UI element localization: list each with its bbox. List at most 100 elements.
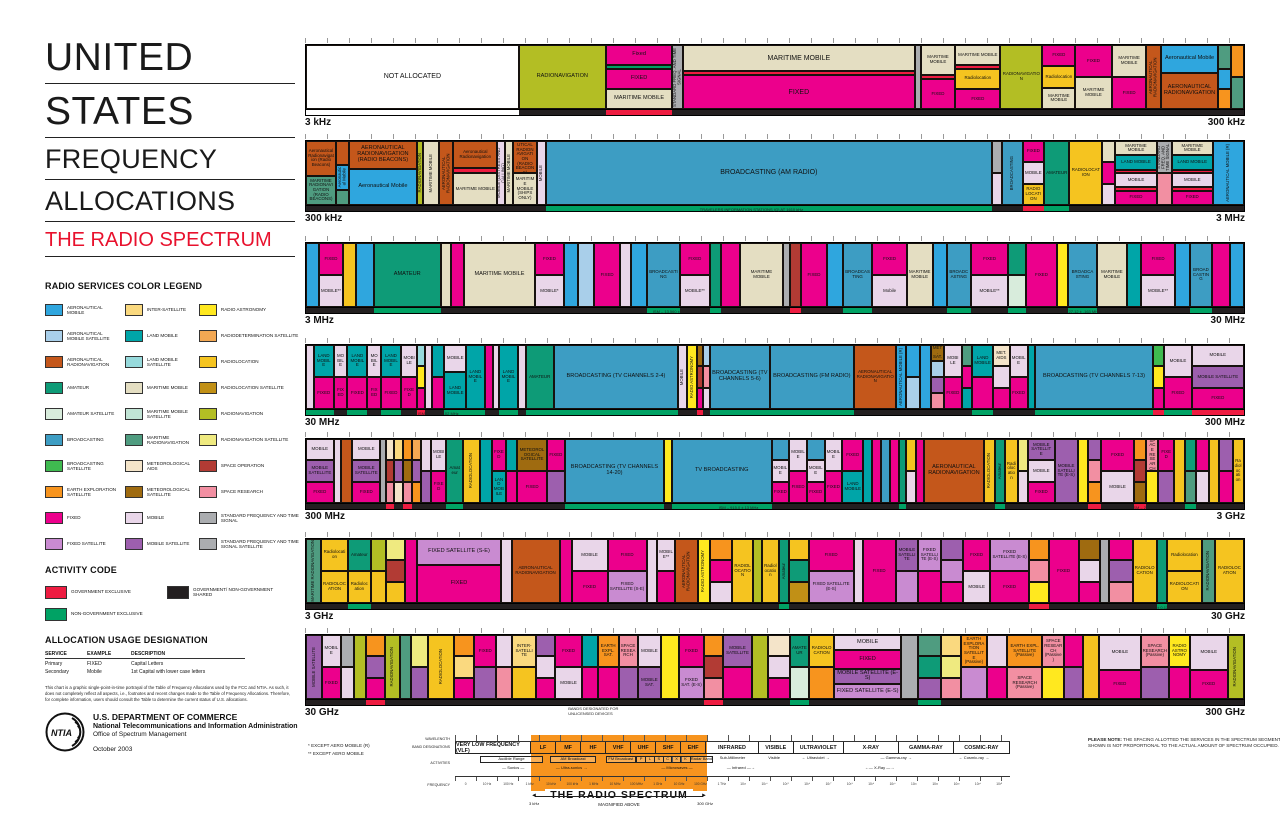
band-segment: AMATEUR xyxy=(525,345,554,409)
band-note: ISM – 2450.0 ± 50 MHz xyxy=(1132,505,1175,510)
band-segment: FIXED Radiolocation MARITIME MOBILE xyxy=(1042,45,1076,109)
band-segment xyxy=(1083,635,1100,699)
legend-label: RADIODETERMINATION SATELLITE xyxy=(220,333,299,339)
allocation-cell xyxy=(767,656,790,678)
band-segment xyxy=(1127,243,1142,307)
band-segment: Radiolocation xyxy=(762,539,779,603)
band-segment: MOBILE FIXED xyxy=(401,345,418,409)
activity-cell xyxy=(767,700,790,705)
legend-swatch xyxy=(124,408,143,420)
legend-item: MOBILE SATELLITE xyxy=(124,531,193,557)
activity-cell xyxy=(1108,604,1133,609)
activity-cell xyxy=(880,504,890,509)
legend-item: FIXED SATELLITE xyxy=(45,531,119,557)
activity-cell xyxy=(898,504,907,509)
allocation-cell xyxy=(506,471,518,503)
activity-cell xyxy=(431,410,445,415)
band-segment: MOBILE FIXED xyxy=(571,539,608,603)
allocation-cell: EARTH EXPLORATION SATELLITE (Passive) xyxy=(961,635,987,667)
activity-cell xyxy=(555,700,583,705)
activity-cell xyxy=(546,206,992,211)
activity-cell xyxy=(704,700,724,705)
band-segment: Aeronautical Radionavigation MARITIME MOB… xyxy=(453,141,498,205)
activity-cell xyxy=(1132,604,1157,609)
activity-cell xyxy=(872,308,907,313)
activity-code-swatch xyxy=(45,607,67,621)
allocation-cell xyxy=(336,189,350,206)
band-segment: MOBILE FIXED xyxy=(367,345,381,409)
allocation-cell xyxy=(394,481,404,503)
legend-label: RADIOLOCATION xyxy=(220,359,259,365)
please-note-text: THE SPACING ALLOTTED THE SERVICES IN THE… xyxy=(1088,737,1280,749)
allocation-cell xyxy=(353,635,367,699)
activity-cell xyxy=(682,110,916,115)
band-segment xyxy=(880,439,890,503)
allocation-cell xyxy=(1173,439,1185,503)
allocation-cell xyxy=(709,243,722,307)
scale-activity-item: Radar Bands xyxy=(689,756,713,763)
allocation-cell: FIXED xyxy=(352,481,381,503)
allocation-cell: METEOROLOGICAL SATELLITE xyxy=(517,439,547,471)
allocation-cell xyxy=(440,243,451,307)
activity-cell xyxy=(1000,110,1043,115)
allocation-cell: FIXED xyxy=(808,539,854,571)
allocation-cell xyxy=(619,243,632,307)
legend-label: STANDARD FREQUENCY AND TIME SIGNAL SATEL… xyxy=(220,538,299,549)
title-rule xyxy=(45,137,295,138)
activity-cell xyxy=(895,604,919,609)
activity-cell xyxy=(1004,504,1019,509)
allocation-cell: MOBILE SATELLITE xyxy=(895,539,919,571)
allocation-cell: MOBILE xyxy=(536,141,547,205)
activity-cell xyxy=(605,110,673,115)
allocation-cell: MOBILE SATELLITE xyxy=(1028,439,1055,461)
allocation-cell xyxy=(536,635,556,657)
band-segment: RADIONAVIGATION xyxy=(1227,635,1244,699)
allocation-cell xyxy=(696,387,704,409)
activity-cell xyxy=(425,410,432,415)
allocation-cell: FIXED xyxy=(367,377,381,409)
allocation-cell xyxy=(1185,439,1197,471)
band-segment: MOBILE LAND MOBILE xyxy=(444,345,467,409)
activity-cell xyxy=(466,410,485,415)
allocation-cell: RADIOLOCATION xyxy=(321,571,348,603)
activity-cell xyxy=(553,410,679,415)
activity-cell xyxy=(1169,700,1190,705)
band-segment xyxy=(536,635,556,699)
allocation-cell: LAND MOBILE xyxy=(842,471,864,503)
allocation-bar: LAND MOBILE FIXED MOBILE FIXED LAND MOBILE FI… xyxy=(305,344,1245,410)
allocation-cell xyxy=(709,560,733,582)
activity-cell xyxy=(491,504,507,509)
allocation-cell xyxy=(955,65,1001,69)
frequency-label-right: 300 MHz xyxy=(1204,417,1245,428)
allocation-cell: MOBILE xyxy=(1028,460,1055,482)
allocation-cell: FIXED SATELLITE (E-S) xyxy=(918,539,941,571)
activity-cell xyxy=(675,604,698,609)
allocation-cell xyxy=(1171,187,1213,191)
band-segment: Amateur xyxy=(446,439,463,503)
legend-swatch xyxy=(198,356,217,368)
allocation-cell: MARITIME MOBILE xyxy=(682,45,916,72)
activity-cell xyxy=(1001,206,1023,211)
legend-item: RADIO ASTRONOMY xyxy=(198,297,300,323)
activity-cell xyxy=(403,504,413,509)
frequency-tick-label: 10¹⁴ xyxy=(761,782,768,786)
band-segment: FIXED LAND MOBILE xyxy=(491,439,507,503)
band-segment xyxy=(753,539,763,603)
legend-swatch xyxy=(124,512,143,524)
title-rule xyxy=(45,83,295,84)
band-segment xyxy=(341,439,353,503)
band-designation: X-RAY xyxy=(844,742,899,753)
allocation-cell: FIXED xyxy=(333,377,348,409)
allocation-cell xyxy=(918,571,941,603)
activity-cell xyxy=(637,700,662,705)
activity-cell xyxy=(1212,206,1244,211)
allocation-cell: FIXED xyxy=(517,471,547,503)
band-designation: HF xyxy=(581,742,607,753)
activity-cell xyxy=(428,700,454,705)
radio-spectrum-magnifier: ◄ ► THE RADIO SPECTRUM MAGNIFIED ABOVE 3 kHz… xyxy=(529,789,713,814)
band-segment: TV BROADCASTING xyxy=(671,439,772,503)
frequency-label-left: 3 MHz xyxy=(305,315,334,326)
frequency-labels: 300 MHz 3 GHz xyxy=(305,510,1245,523)
allocation-cell xyxy=(991,141,1002,173)
activity-cell xyxy=(672,110,683,115)
